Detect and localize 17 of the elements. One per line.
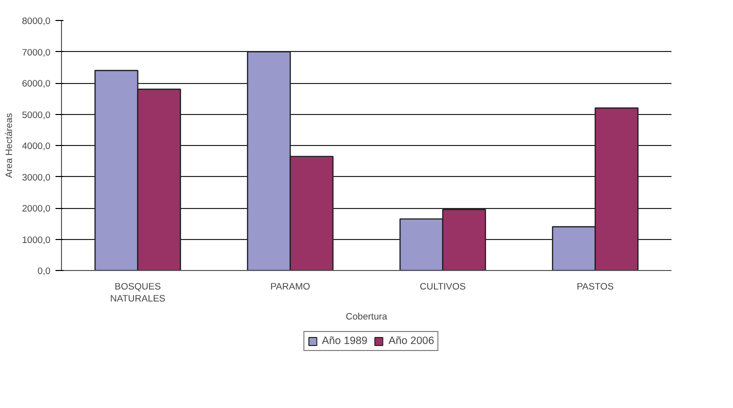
y-tick-label: 5000,0	[22, 110, 50, 120]
x-tick-label: BOSQUES NATURALES	[110, 282, 166, 304]
x-axis-title: Cobertura	[346, 312, 388, 322]
y-tick-label: 8000,0	[22, 16, 50, 26]
y-tick-label: 4000,0	[22, 141, 50, 151]
x-tick-label: PASTOS	[576, 282, 614, 292]
x-tick-label: PARAMO	[270, 282, 310, 292]
y-tick-label: 7000,0	[22, 47, 50, 58]
y-tick-label: 6000,0	[22, 78, 50, 88]
y-tick-label: 1000,0	[22, 234, 50, 245]
y-tick-label: 3000,0	[22, 172, 50, 182]
y-tick-label: 2000,0	[22, 204, 50, 214]
legend-label: Año 2006	[388, 335, 434, 347]
y-axis-title: Area Hectáreas	[4, 112, 14, 178]
legend-label: Año 1989	[322, 335, 368, 347]
y-tick-label: 0,0	[38, 266, 50, 276]
x-tick-label: CULTIVOS	[420, 282, 466, 292]
